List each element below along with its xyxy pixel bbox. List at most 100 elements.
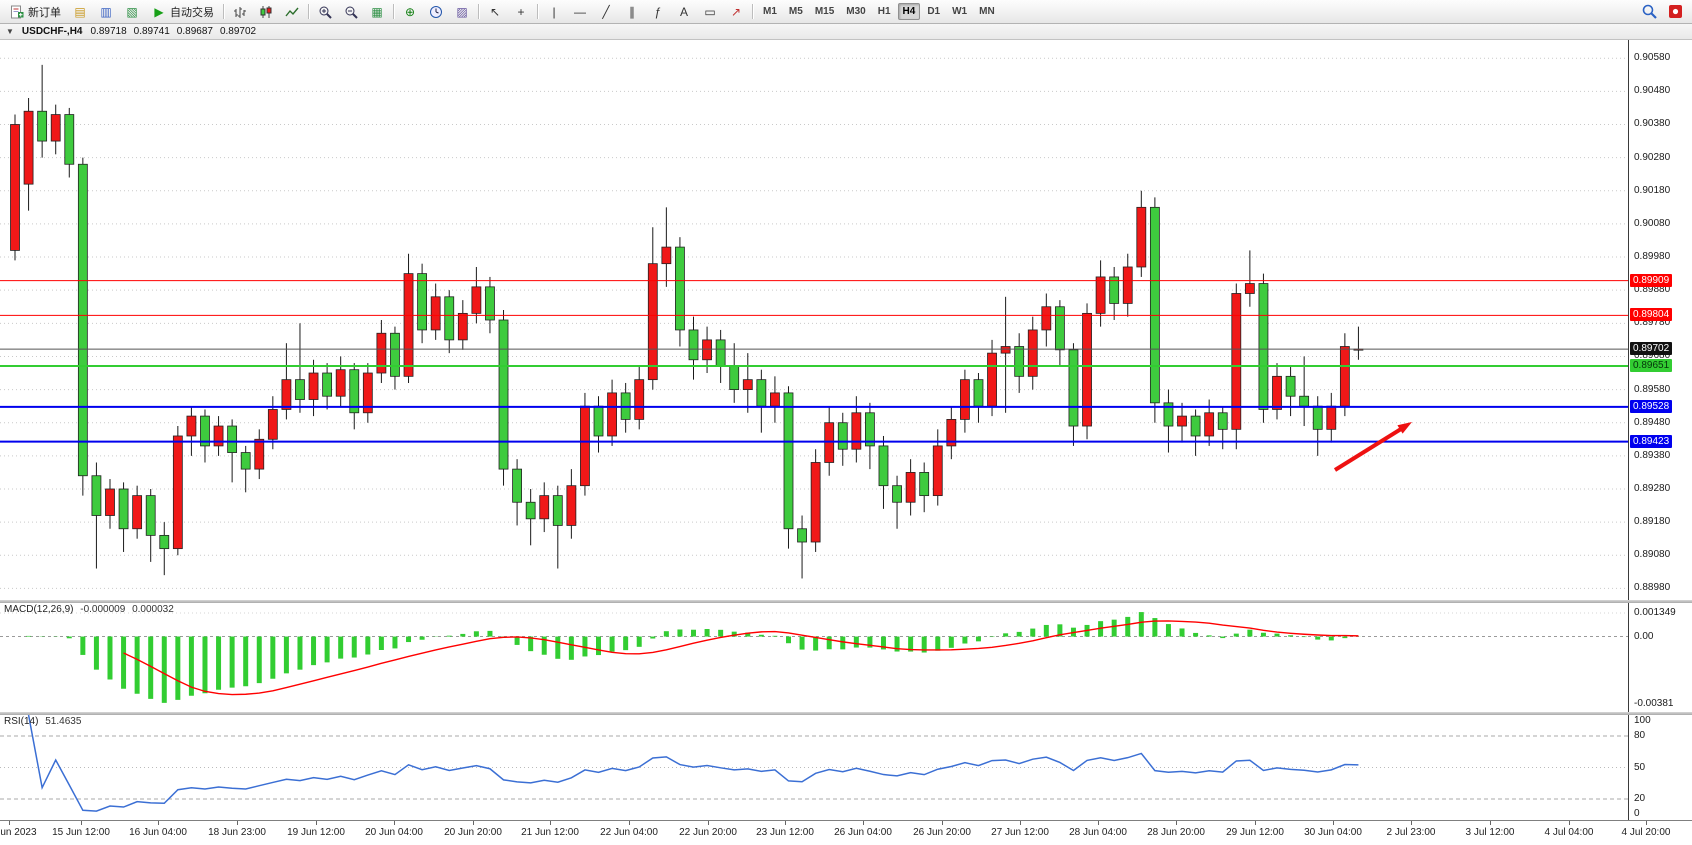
ohlc-open: 0.89718: [90, 26, 127, 37]
crosshair-icon: +: [517, 4, 525, 19]
navigator-button[interactable]: ▧: [119, 2, 145, 22]
timeframe-button-d1[interactable]: D1: [922, 3, 945, 20]
rsi-pane[interactable]: RSI(14) 51.4635: [0, 715, 1628, 820]
price-scale-label: 0.88980: [1634, 582, 1671, 594]
market-watch-button[interactable]: ▤: [67, 2, 93, 22]
autotrading-button[interactable]: ▶ 自动交易: [146, 2, 219, 22]
toolbar-separator: [752, 4, 753, 19]
price-scale-label: 0.90380: [1634, 118, 1671, 130]
text-button[interactable]: A: [671, 2, 697, 22]
timeframe-button-m5[interactable]: M5: [784, 3, 808, 20]
price-scale-label: 0.89880: [1634, 284, 1671, 296]
timeframe-button-w1[interactable]: W1: [947, 3, 972, 20]
price-scale-label: 0.90080: [1634, 217, 1671, 229]
navigator-icon: ▧: [126, 4, 138, 19]
fibonacci-button[interactable]: ƒ: [645, 2, 671, 22]
price-scale[interactable]: 0.90580 0.90480 0.90380 0.90280 0.90180 0.900…: [1628, 40, 1692, 600]
rsi-canvas[interactable]: [0, 715, 1628, 820]
label-icon: ▭: [704, 4, 716, 19]
candlestick-canvas[interactable]: [0, 40, 1628, 600]
label-button[interactable]: ▭: [697, 2, 723, 22]
price-scale-label: 0.89280: [1634, 482, 1671, 494]
time-axis-tick: [1333, 821, 1334, 825]
data-window-button[interactable]: ▥: [93, 2, 119, 22]
pane-divider[interactable]: [0, 712, 1692, 715]
time-axis-tick: [473, 821, 474, 825]
time-axis-tick: [1255, 821, 1256, 825]
main-chart-pane[interactable]: [0, 40, 1628, 600]
cursor-button[interactable]: ↖: [482, 2, 508, 22]
rsi-scale[interactable]: 100 80 50 20 0: [1628, 715, 1692, 820]
templates-icon: ▨: [456, 4, 468, 19]
crosshair-button[interactable]: +: [508, 2, 534, 22]
market-watch-icon: ▤: [74, 4, 86, 19]
timeframe-group: M1 M5 M15 M30 H1 H4 D1 W1 MN: [757, 3, 1001, 20]
time-axis-tick: [863, 821, 864, 825]
line-chart-button[interactable]: [279, 2, 305, 22]
red-arrow-annotation: [1397, 422, 1412, 434]
time-axis[interactable]: 14 Jun 2023 15 Jun 12:00 16 Jun 04:00 18 Ju…: [0, 820, 1692, 845]
candlestick-button[interactable]: [253, 2, 279, 22]
timeframe-button-h1[interactable]: H1: [873, 3, 896, 20]
time-axis-tick: [237, 821, 238, 825]
macd-scale-label: 0.001349: [1634, 607, 1676, 618]
macd-pane[interactable]: MACD(12,26,9) -0.000009 0.000032: [0, 603, 1628, 712]
text-icon: A: [679, 4, 688, 19]
ohlc-low: 0.89687: [176, 26, 213, 37]
vertical-line-button[interactable]: |: [541, 2, 567, 22]
price-scale-label: 0.90180: [1634, 184, 1671, 196]
time-axis-tick: [708, 821, 709, 825]
macd-scale[interactable]: 0.001349 0.00 -0.00381: [1628, 603, 1692, 712]
time-axis-label: 21 Jun 12:00: [521, 827, 579, 838]
price-scale-label: 0.89080: [1634, 549, 1671, 561]
trendline-icon: ╱: [602, 4, 610, 19]
time-axis-label: 15 Jun 12:00: [52, 827, 110, 838]
search-icon: [1641, 4, 1657, 20]
trendline-button[interactable]: ╱: [593, 2, 619, 22]
channel-button[interactable]: ∥: [619, 2, 645, 22]
time-axis-label: 27 Jun 12:00: [991, 827, 1049, 838]
templates-button[interactable]: ▨: [449, 2, 475, 22]
time-axis-tick: [9, 821, 10, 825]
time-axis-tick: [81, 821, 82, 825]
collapse-icon[interactable]: ▼: [6, 27, 14, 36]
new-order-icon: [9, 4, 25, 20]
periods-button[interactable]: [423, 2, 449, 22]
rsi-scale-label: 50: [1634, 761, 1646, 773]
timeframe-button-m30[interactable]: M30: [841, 3, 870, 20]
mql5-community-button[interactable]: [1662, 2, 1688, 22]
time-axis-label: 22 Jun 20:00: [679, 827, 737, 838]
macd-value-main: -0.000009: [80, 604, 126, 615]
time-axis-tick: [629, 821, 630, 825]
rsi-scale-label: 20: [1634, 793, 1646, 804]
macd-canvas[interactable]: [0, 603, 1628, 712]
arrows-button[interactable]: ↗: [723, 2, 749, 22]
cursor-icon: ↖: [489, 4, 501, 19]
timeframe-button-m15[interactable]: M15: [810, 3, 839, 20]
indicators-button[interactable]: ⊕: [397, 2, 423, 22]
zoom-out-button[interactable]: [338, 2, 364, 22]
data-window-icon: ▥: [100, 4, 112, 19]
price-scale-label: 0.89480: [1634, 416, 1671, 428]
price-scale-label: 0.89980: [1634, 251, 1671, 263]
time-axis-tick: [942, 821, 943, 825]
arrows-icon: ↗: [730, 4, 742, 19]
price-scale-label: 0.90480: [1634, 85, 1671, 97]
horizontal-line-button[interactable]: —: [567, 2, 593, 22]
new-order-button[interactable]: 新订单: [4, 2, 66, 22]
timeframe-button-h4[interactable]: H4: [897, 3, 921, 20]
search-button[interactable]: [1636, 2, 1662, 22]
bar-chart-button[interactable]: [227, 2, 253, 22]
time-axis-tick: [1490, 821, 1491, 825]
timeframe-button-mn[interactable]: MN: [974, 3, 1000, 20]
time-axis-tick: [1411, 821, 1412, 825]
time-axis-label: 28 Jun 04:00: [1069, 827, 1127, 838]
time-axis-label: 26 Jun 04:00: [834, 827, 892, 838]
pane-divider[interactable]: [0, 600, 1692, 603]
timeframe-button-m1[interactable]: M1: [758, 3, 782, 20]
rsi-scale-label: 0: [1634, 808, 1640, 819]
price-scale-label: 0.89180: [1634, 516, 1671, 528]
tile-windows-button[interactable]: ▦: [364, 2, 390, 22]
zoom-in-button[interactable]: [312, 2, 338, 22]
time-axis-tick: [158, 821, 159, 825]
